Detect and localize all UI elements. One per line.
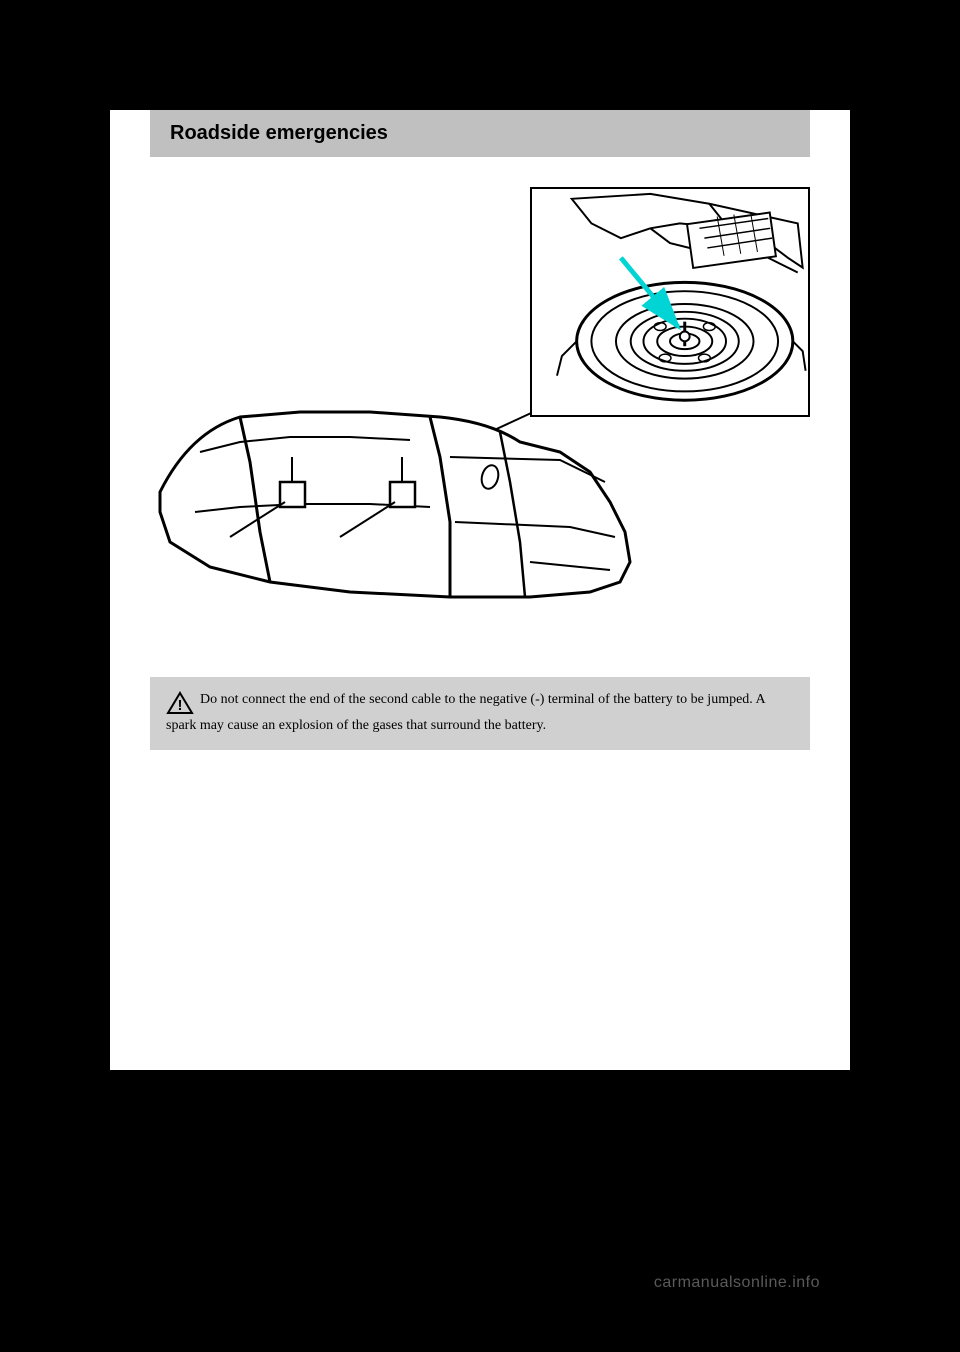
section-header: Roadside emergencies xyxy=(150,110,810,157)
page-container: Roadside emergencies xyxy=(110,110,850,1070)
diagram-main xyxy=(150,382,640,612)
section-title: Roadside emergencies xyxy=(170,122,790,145)
diagram-area xyxy=(150,187,810,637)
svg-text:!: ! xyxy=(178,697,183,714)
watermark: carmanualsonline.info xyxy=(654,1274,820,1292)
warning-triangle-icon: ! xyxy=(166,691,194,715)
warning-box: ! Do not connect the end of the second c… xyxy=(150,677,810,750)
warning-content: ! Do not connect the end of the second c… xyxy=(166,689,794,736)
vehicle-rear-icon xyxy=(150,382,640,612)
warning-text: Do not connect the end of the second cab… xyxy=(166,692,765,733)
